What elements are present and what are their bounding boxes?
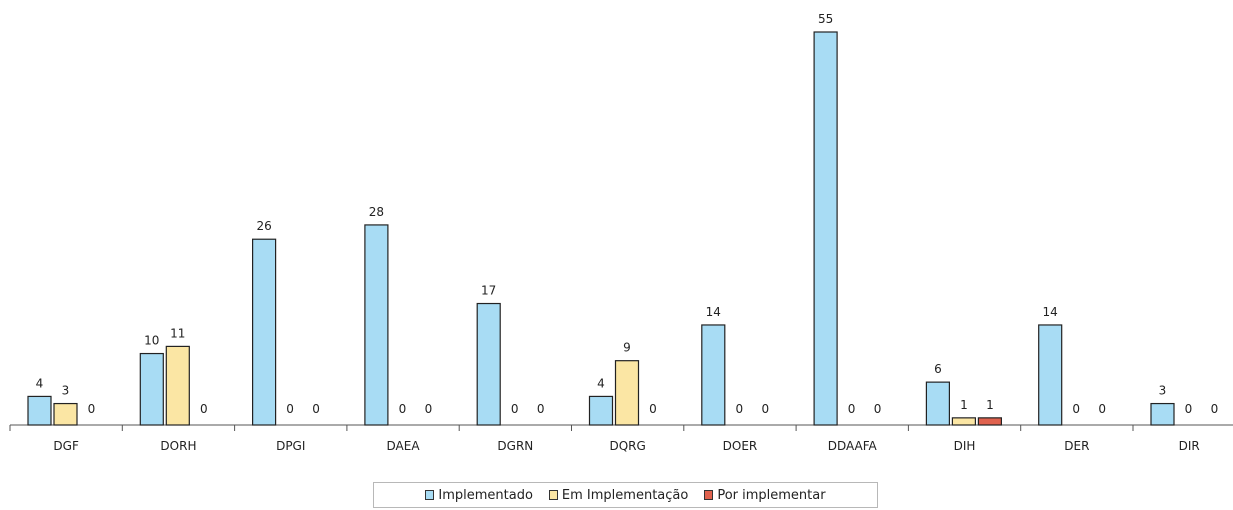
data-label: 3 [62, 384, 70, 398]
data-label: 0 [1072, 402, 1080, 416]
data-label: 26 [256, 219, 271, 233]
bar-implementado [701, 324, 726, 426]
data-label: 0 [735, 402, 743, 416]
x-tick-label: DGF [53, 439, 79, 453]
legend-item-implementado: Implementado [425, 488, 533, 503]
data-label: 0 [649, 402, 657, 416]
data-label: 14 [706, 305, 721, 319]
bar-em-implementa-o [614, 360, 640, 426]
x-tick-label: DDAAFA [828, 439, 878, 453]
bar-em-implementa-o [165, 345, 190, 426]
data-label: 3 [1159, 384, 1167, 398]
data-label: 11 [170, 326, 185, 340]
data-label: 4 [597, 376, 605, 390]
bar-implementado [1150, 402, 1175, 426]
bar-implementado [27, 395, 52, 426]
bar-implementado [476, 302, 501, 426]
legend-swatch-em-implementacao [548, 490, 558, 500]
data-label: 1 [986, 398, 994, 412]
x-tick-label: DOER [723, 439, 758, 453]
bar-implementado [813, 31, 838, 426]
legend-item-por-implementar: Por implementar [704, 487, 826, 503]
bar-implementado [588, 395, 614, 426]
bar-implementado [364, 224, 389, 426]
bar-implementado [925, 381, 951, 426]
x-tick-label: DGRN [497, 439, 533, 453]
data-label: 28 [369, 205, 384, 219]
data-label: 0 [874, 402, 882, 416]
legend-item-em-implementacao: Em Implementação [548, 487, 689, 503]
x-tick-label: DIR [1179, 439, 1200, 453]
legend-label-implementado: Implementado [438, 487, 533, 503]
data-label: 1 [960, 398, 968, 412]
chart-legend: Implementado Em Implementação Por implem… [373, 482, 878, 508]
x-tick-label: DORH [160, 439, 196, 453]
x-tick-label: DER [1064, 439, 1089, 453]
x-tick-label: DIH [954, 439, 976, 453]
data-label: 0 [312, 402, 320, 416]
legend-swatch-implementado [425, 490, 435, 500]
data-label: 0 [761, 402, 769, 416]
data-label: 6 [934, 362, 942, 376]
data-label: 0 [286, 402, 294, 416]
data-label: 0 [1098, 402, 1106, 416]
bar-em-implementa-o [53, 402, 78, 426]
data-label: 4 [36, 376, 44, 390]
bar-por-implementar [977, 417, 1003, 426]
data-label: 14 [1043, 305, 1058, 319]
data-label: 0 [88, 402, 96, 416]
legend-label-por-implementar: Por implementar [717, 487, 826, 503]
legend-swatch-por-implementar [704, 490, 714, 500]
data-label: 0 [1185, 402, 1193, 416]
data-label: 0 [425, 402, 433, 416]
legend-label-em-implementacao: Em Implementação [561, 487, 689, 503]
data-label: 0 [399, 402, 407, 416]
bar-implementado [252, 238, 277, 426]
data-label: 55 [818, 12, 833, 26]
data-label: 0 [200, 402, 208, 416]
bar-implementado [1038, 324, 1063, 426]
data-label: 0 [1211, 402, 1219, 416]
x-tick-label: DQRG [609, 439, 645, 453]
data-label: 0 [537, 402, 545, 416]
data-label: 9 [623, 341, 631, 355]
data-label: 17 [481, 284, 496, 298]
x-tick-label: DPGI [276, 439, 305, 453]
data-label: 0 [511, 402, 519, 416]
x-tick-label: DAEA [387, 439, 421, 453]
data-label: 10 [144, 334, 159, 348]
bar-implementado [139, 352, 164, 426]
data-label: 0 [848, 402, 856, 416]
bar-em-implementa-o [951, 417, 977, 426]
